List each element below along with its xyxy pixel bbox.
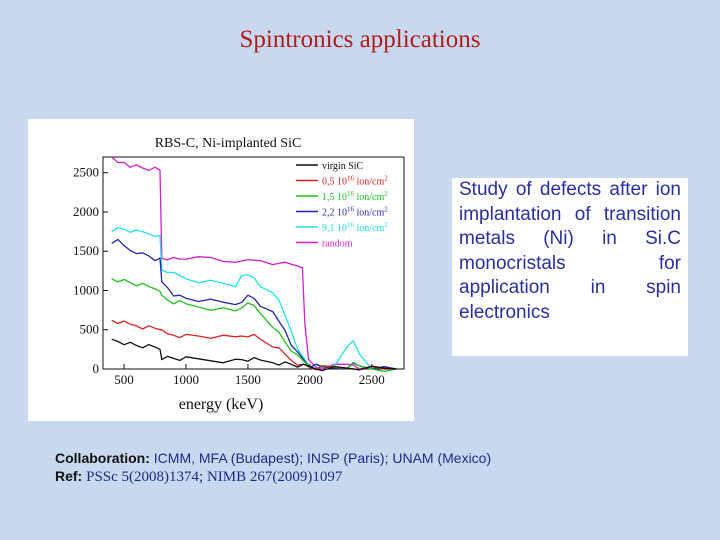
x-tick-label: 2500 [359,372,385,387]
reference-text: PSSc 5(2008)1374; NIMB 267(2009)1097 [86,469,343,485]
x-tick-label: 1000 [173,372,199,387]
chart-legend: virgin SiC 0,5 1016 ion/cm2 1,5 1016 ion/c… [296,161,388,250]
series-line-2 [111,238,397,370]
legend-label: virgin SiC [322,161,364,172]
chart-axes: 500 1000 1500 2000 2500 0 500 1000 1500 2000 2500 [73,156,405,387]
legend-label: 0,5 1016 ion/cm2 [322,175,388,188]
collaboration-line: Collaboration: ICMM, MFA (Budapest); INS… [55,449,491,467]
collaboration-text: ICMM, MFA (Budapest); INSP (Paris); UNAM… [153,450,492,466]
y-tick-label: 1000 [73,282,99,297]
legend-label: 2,2 1016 ion/cm2 [322,206,388,219]
y-tick-label: 0 [93,361,100,376]
description-box: Study of defects after ion implantation … [452,178,688,356]
reference-line: Ref: PSSc 5(2008)1374; NIMB 267(2009)109… [55,467,491,486]
plot-frame [102,156,405,370]
y-tick-label: 1500 [73,243,99,258]
rbs-chart: RBS-C, Ni-implanted SiC energy (keV) 500… [28,119,414,421]
series-line-4 [111,319,397,371]
legend-label: 9,1 1016 ion/cm2 [322,221,388,234]
series-line-0 [111,156,397,370]
slide-title: Spintronics applications [239,26,481,53]
x-tick-label: 1500 [235,372,261,387]
credits: Collaboration: ICMM, MFA (Budapest); INS… [55,449,491,486]
y-tick-label: 500 [80,322,100,337]
y-tick-label: 2500 [73,165,99,180]
chart-svg: RBS-C, Ni-implanted SiC energy (keV) 500… [73,136,405,413]
reference-label: Ref: [55,468,83,484]
x-tick-label: 500 [114,372,134,387]
chart-series-group [111,156,397,373]
series-line-5 [111,338,397,372]
legend-label: random [322,239,353,250]
chart-title: RBS-C, Ni-implanted SiC [155,136,302,151]
chart-xlabel: energy (keV) [179,396,264,413]
description-text: Study of defects after ion implantation … [459,179,681,323]
collaboration-label: Collaboration: [55,450,150,466]
y-tick-label: 2000 [73,204,99,219]
x-tick-label: 2000 [297,372,323,387]
legend-label: 1,5 1016 ion/cm2 [322,190,388,203]
